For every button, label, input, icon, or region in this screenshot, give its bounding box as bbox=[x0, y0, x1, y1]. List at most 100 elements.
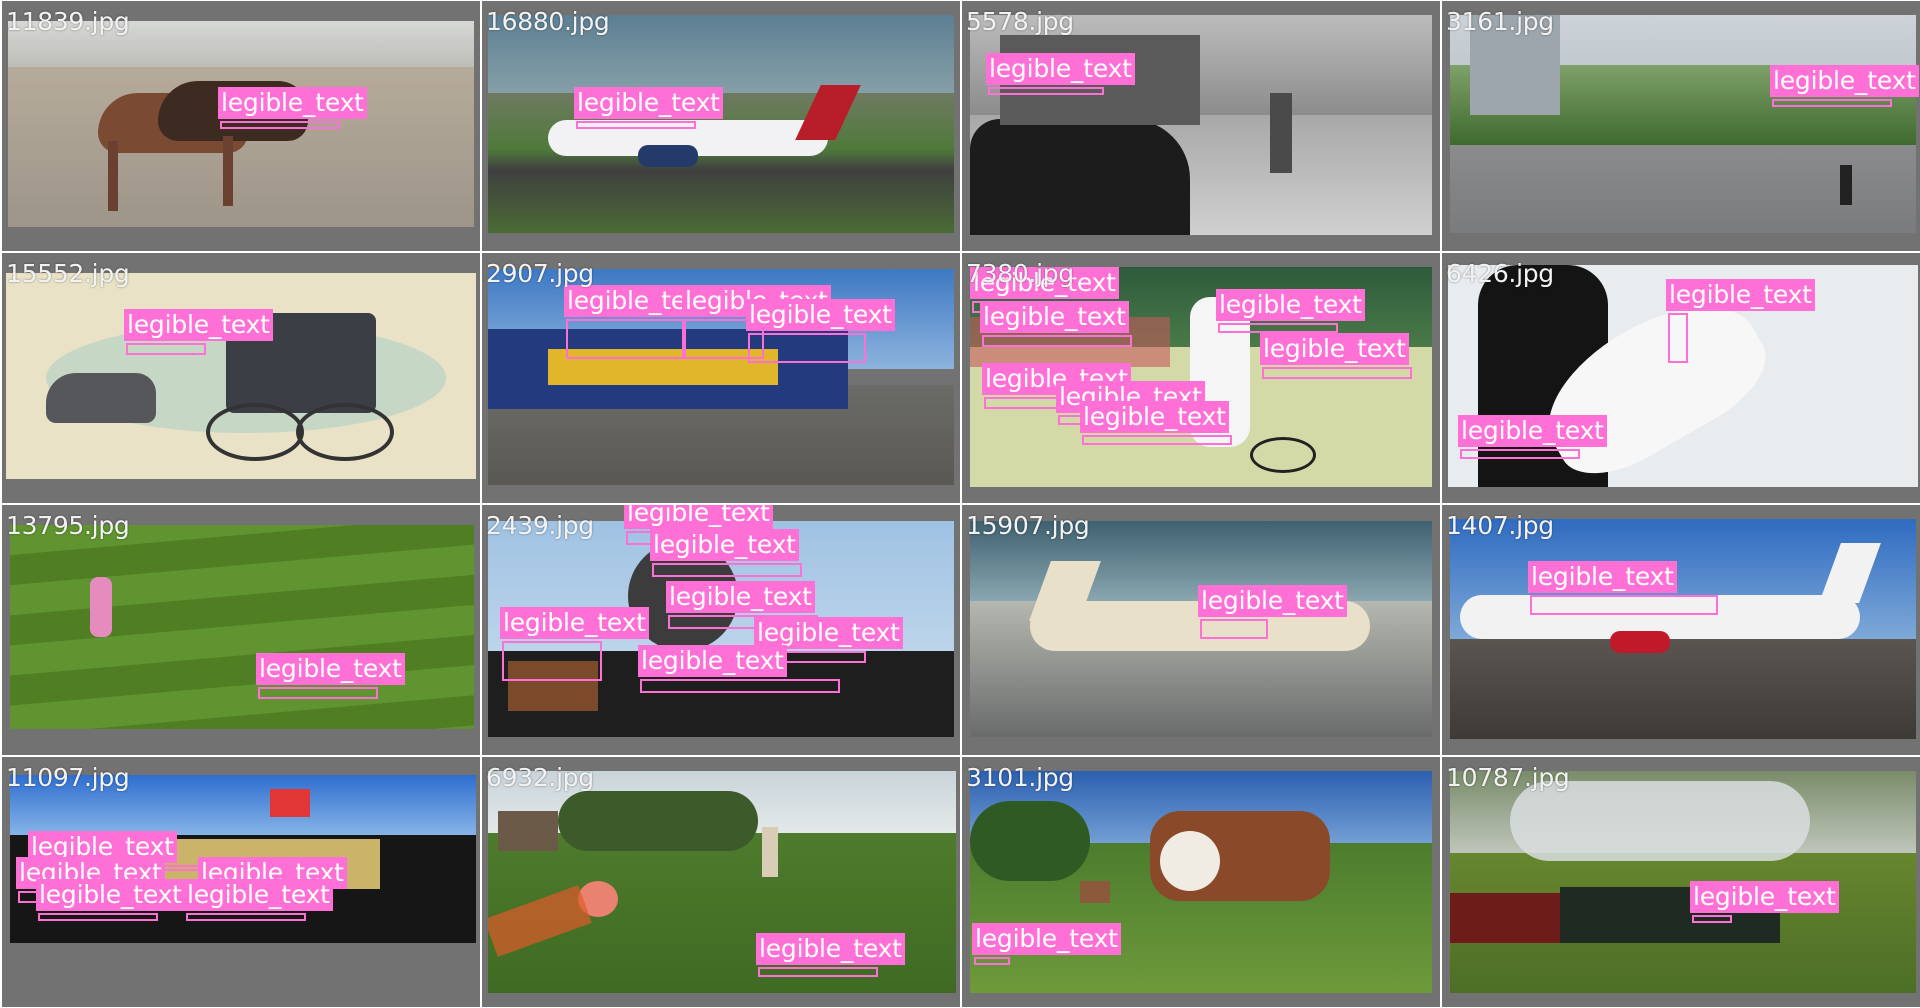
detection-label: legible_text bbox=[624, 505, 773, 529]
detection: legible_text bbox=[1528, 561, 1718, 615]
image-tile[interactable]: 11839.jpg legible_text bbox=[2, 1, 480, 251]
detection: legible_text bbox=[564, 285, 713, 359]
detection-box bbox=[988, 87, 1104, 95]
detection-label: legible_text bbox=[124, 309, 273, 341]
filename-label: 10787.jpg bbox=[1446, 763, 1570, 792]
detection: legible_text bbox=[650, 529, 802, 577]
detection-label: legible_text bbox=[1690, 881, 1839, 913]
detection: legible_text bbox=[1080, 401, 1232, 445]
detection: legible_text bbox=[1458, 415, 1607, 459]
detection-box bbox=[1692, 915, 1732, 923]
image-tile[interactable]: 7380.jpg legible_text legible_text legib… bbox=[962, 253, 1440, 503]
image-tile[interactable]: 3161.jpg legible_text bbox=[1442, 1, 1920, 251]
detection: legible_text bbox=[256, 653, 405, 699]
detection-box bbox=[1460, 449, 1580, 459]
filename-label: 6426.jpg bbox=[1446, 259, 1554, 288]
image-tile[interactable]: 6426.jpg legible_text legible_text bbox=[1442, 253, 1920, 503]
detection: legible_text bbox=[980, 301, 1132, 347]
detection-label: legible_text bbox=[666, 581, 815, 613]
detection-label: legible_text bbox=[754, 617, 903, 649]
detection-box bbox=[258, 687, 378, 699]
detection-box bbox=[748, 333, 866, 363]
detection-label: legible_text bbox=[650, 529, 799, 561]
filename-label: 7380.jpg bbox=[966, 259, 1074, 288]
detection-label: legible_text bbox=[1458, 415, 1607, 447]
detection-label: legible_text bbox=[500, 607, 649, 639]
detection-box bbox=[1082, 435, 1232, 445]
detection-label: legible_text bbox=[972, 923, 1121, 955]
detection-box bbox=[566, 319, 684, 359]
image-tile[interactable]: 15907.jpg legible_text bbox=[962, 505, 1440, 755]
filename-label: 11097.jpg bbox=[6, 763, 130, 792]
detection: legible_text bbox=[638, 645, 840, 693]
photo bbox=[6, 273, 476, 479]
detection-label: legible_text bbox=[1666, 279, 1815, 311]
photo bbox=[1450, 519, 1916, 739]
image-tile[interactable]: 13795.jpg legible_text bbox=[2, 505, 480, 755]
detection: legible_text bbox=[1198, 585, 1347, 639]
image-tile[interactable]: 10787.jpg legible_text bbox=[1442, 757, 1920, 1007]
detection-box bbox=[1200, 619, 1268, 639]
detection-label: legible_text bbox=[1216, 289, 1365, 321]
photo bbox=[970, 771, 1432, 993]
filename-label: 3161.jpg bbox=[1446, 7, 1554, 36]
detection-box bbox=[684, 319, 764, 359]
detection: legible_text bbox=[1690, 881, 1839, 923]
image-tile[interactable]: 16880.jpg legible_text bbox=[482, 1, 960, 251]
image-tile[interactable]: 2907.jpg legible_text legible_text legib… bbox=[482, 253, 960, 503]
filename-label: 15552.jpg bbox=[6, 259, 130, 288]
detection-box bbox=[576, 121, 696, 129]
detection-box bbox=[974, 957, 1010, 965]
detection-label: legible_text bbox=[1080, 401, 1229, 433]
image-tile[interactable]: 5578.jpg legible_text bbox=[962, 1, 1440, 251]
detection-box bbox=[1218, 323, 1338, 333]
detection-label: legible_text bbox=[986, 53, 1135, 85]
image-tile[interactable]: 11097.jpg legible_text legible_text legi… bbox=[2, 757, 480, 1007]
filename-label: 6932.jpg bbox=[486, 763, 594, 792]
detection-box bbox=[1772, 99, 1892, 107]
detection: legible_text bbox=[754, 617, 903, 663]
photo bbox=[488, 15, 954, 233]
detection-box bbox=[758, 967, 878, 977]
detection-box bbox=[982, 335, 1132, 347]
detection: legible_text bbox=[1216, 289, 1365, 333]
detection-box bbox=[126, 343, 206, 355]
detection-label: legible_text bbox=[256, 653, 405, 685]
image-tile[interactable]: 3101.jpg legible_text bbox=[962, 757, 1440, 1007]
detection: legible_text bbox=[756, 933, 905, 977]
detection-box bbox=[1262, 367, 1412, 379]
detection: legible_text bbox=[184, 879, 333, 921]
detection-label: legible_text bbox=[1260, 333, 1409, 365]
filename-label: 16880.jpg bbox=[486, 7, 610, 36]
detection: legible_text bbox=[1260, 333, 1412, 379]
detection: legible_text bbox=[986, 53, 1135, 95]
detection-label: legible_text bbox=[980, 301, 1129, 333]
photo bbox=[1450, 15, 1916, 233]
detection: legible_text bbox=[124, 309, 273, 355]
detection: legible_text bbox=[574, 87, 723, 129]
photo bbox=[488, 771, 956, 993]
filename-label: 3101.jpg bbox=[966, 763, 1074, 792]
image-tile[interactable]: 6932.jpg legible_text bbox=[482, 757, 960, 1007]
detection-label: legible_text bbox=[756, 933, 905, 965]
detection-label: legible_text bbox=[184, 879, 333, 911]
filename-label: 11839.jpg bbox=[6, 7, 130, 36]
filename-label: 5578.jpg bbox=[966, 7, 1074, 36]
image-tile[interactable]: 15552.jpg legible_text bbox=[2, 253, 480, 503]
image-tile[interactable]: 1407.jpg legible_text bbox=[1442, 505, 1920, 755]
detection-box bbox=[640, 679, 840, 693]
image-tile[interactable]: 2439.jpg legible_text legible_text legib… bbox=[482, 505, 960, 755]
detection-label: legible_text bbox=[36, 879, 185, 911]
filename-label: 15907.jpg bbox=[966, 511, 1090, 540]
detection-label: legible_text bbox=[746, 299, 895, 331]
detection: legible_text bbox=[746, 299, 895, 363]
detection-label: legible_text bbox=[1770, 65, 1919, 97]
detection: legible_text bbox=[1666, 279, 1815, 363]
detection: legible_text bbox=[666, 581, 818, 629]
detection-box bbox=[1530, 595, 1718, 615]
detection-box bbox=[220, 121, 340, 129]
detection-label: legible_text bbox=[970, 267, 1119, 299]
detection: legible_text bbox=[972, 923, 1121, 965]
filename-label: 2907.jpg bbox=[486, 259, 594, 288]
